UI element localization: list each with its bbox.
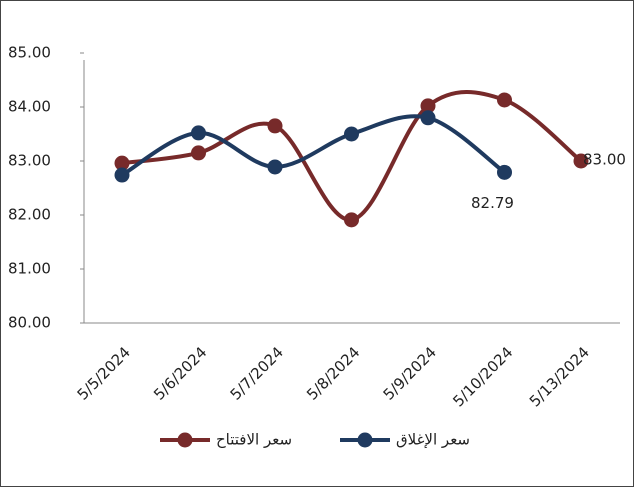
y-tick-label: 81.00 <box>8 260 51 278</box>
data-point <box>573 153 589 169</box>
data-point <box>267 118 283 134</box>
series-line <box>120 114 506 177</box>
y-tick-label: 83.00 <box>8 152 51 170</box>
data-label: 83.00 <box>583 151 626 169</box>
data-point <box>267 159 283 175</box>
data-point <box>191 145 206 161</box>
data-point <box>114 155 130 171</box>
data-point <box>344 126 359 142</box>
data-point <box>114 167 130 183</box>
y-tick-label: 85.00 <box>8 44 51 62</box>
legend-marker <box>357 432 373 448</box>
data-point <box>344 212 359 228</box>
legend-label: سعر الإغلاق <box>396 431 470 449</box>
y-tick-label: 84.00 <box>8 98 51 116</box>
y-tick-label: 82.00 <box>8 206 51 224</box>
y-tick-label: 80.00 <box>8 314 51 332</box>
legend-marker <box>177 432 193 448</box>
data-point <box>497 164 512 180</box>
data-point <box>497 92 512 108</box>
legend-label: سعر الافتتاح <box>216 431 292 449</box>
data-point <box>420 98 436 114</box>
data-point <box>420 110 436 126</box>
data-point <box>191 125 206 141</box>
data-label: 82.79 <box>471 194 514 212</box>
